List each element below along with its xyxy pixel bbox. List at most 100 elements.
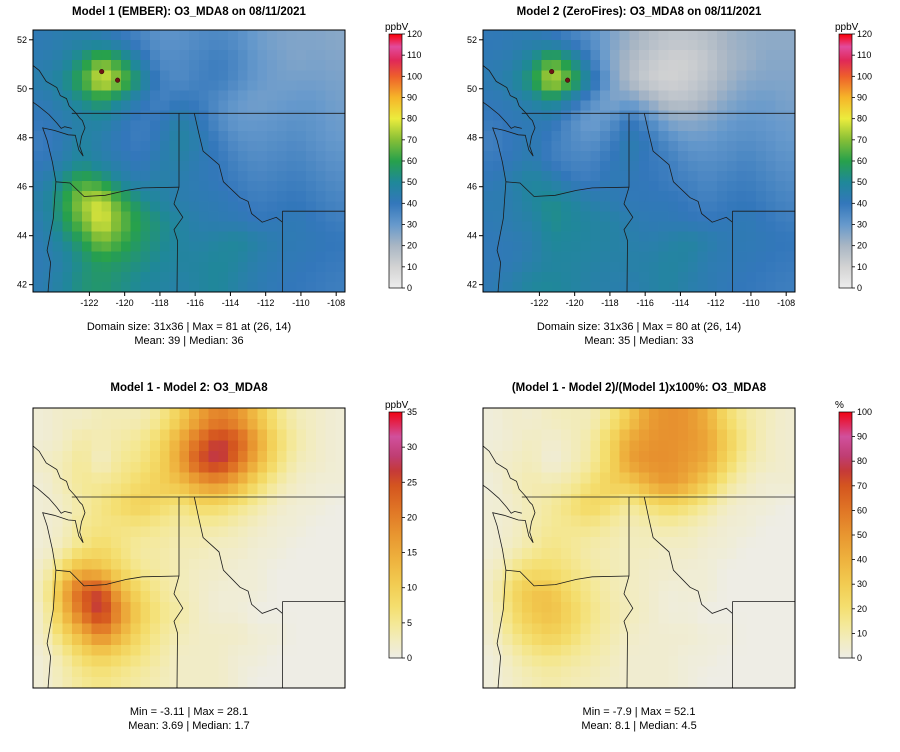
svg-text:ppbV: ppbV [385,22,409,33]
svg-text:52: 52 [17,35,27,45]
panel4-title: (Model 1 - Model 2)/(Model 1)x100%: O3_M… [511,382,767,394]
panel-percent-difference: (Model 1 - Model 2)/(Model 1)x100%: O3_M… [450,376,900,752]
svg-text:40: 40 [857,555,867,565]
svg-text:0: 0 [407,653,412,663]
svg-text:40: 40 [857,198,867,208]
svg-text:-112: -112 [707,298,724,308]
svg-text:48: 48 [17,133,27,143]
svg-text:10: 10 [857,262,867,272]
model2-map-plot: -122 -120 -118 -116 -114 -112 -110 -108 42 44 46 48… [467,22,872,308]
svg-text:110: 110 [407,50,421,60]
svg-text:-116: -116 [636,298,653,308]
svg-text:120: 120 [407,29,422,39]
svg-text:70: 70 [407,135,417,145]
panel3-stats: Min = -3.11 | Max = 28.1 Mean: 3.69 | Me… [0,705,378,734]
svg-text:10: 10 [407,262,417,272]
svg-text:80: 80 [857,456,867,466]
svg-text:46: 46 [17,182,27,192]
svg-text:100: 100 [407,71,422,81]
panel-model-difference: Model 1 - Model 2: O3_MDA8 0 5 10 15 20 25 30 3… [0,376,450,752]
svg-text:30: 30 [407,220,417,230]
svg-text:50: 50 [857,530,867,540]
svg-text:50: 50 [17,84,27,94]
svg-text:0: 0 [407,283,412,293]
panel2-stats: Domain size: 31x36 | Max = 80 at (26, 14… [450,320,828,349]
svg-text:120: 120 [857,29,872,39]
panel1-stats: Domain size: 31x36 | Max = 81 at (26, 14… [0,320,378,349]
svg-text:-112: -112 [257,298,274,308]
panel3-title: Model 1 - Model 2: O3_MDA8 [110,382,268,394]
svg-text:30: 30 [857,579,867,589]
model1-map-plot: -122 -120 -118 -116 -114 -112 -110 -108 42 44 46 48… [17,22,422,308]
svg-text:0: 0 [857,653,862,663]
svg-text:ppbV: ppbV [835,22,859,33]
panel4-stats-line1: Min = -7.9 | Max = 52.1 [582,706,696,718]
svg-text:70: 70 [857,481,867,491]
svg-text:-110: -110 [742,298,759,308]
panel4-stats: Min = -7.9 | Max = 52.1 Mean: 8.1 | Medi… [450,705,828,734]
svg-text:ppbV: ppbV [385,400,409,411]
svg-text:15: 15 [407,548,417,558]
panel2-stats-line1: Domain size: 31x36 | Max = 80 at (26, 14… [536,321,742,333]
svg-text:-114: -114 [222,298,239,308]
panel1-stats-line1: Domain size: 31x36 | Max = 81 at (26, 14… [86,321,292,333]
svg-text:-120: -120 [116,298,134,308]
svg-text:40: 40 [407,198,417,208]
svg-text:20: 20 [857,241,867,251]
svg-text:30: 30 [407,442,417,452]
svg-text:-110: -110 [292,298,309,308]
svg-text:80: 80 [407,114,417,124]
panel2-title: Model 2 (ZeroFires): O3_MDA8 on 08/11/20… [516,6,762,18]
panel3-stats-line1: Min = -3.11 | Max = 28.1 [129,706,249,718]
svg-text:50: 50 [857,177,867,187]
svg-text:20: 20 [407,512,417,522]
svg-text:50: 50 [467,84,477,94]
svg-text:10: 10 [857,628,867,638]
panel1-title: Model 1 (EMBER): O3_MDA8 on 08/11/2021 [72,6,306,18]
svg-text:20: 20 [857,604,867,614]
svg-text:42: 42 [17,280,27,290]
svg-text:60: 60 [407,156,417,166]
svg-text:90: 90 [857,432,867,442]
svg-text:110: 110 [857,50,871,60]
panel1-stats-line2: Mean: 39 | Median: 36 [134,335,244,348]
panel3-stats-line2: Mean: 3.69 | Median: 1.7 [128,720,250,733]
svg-text:50: 50 [407,177,417,187]
svg-text:60: 60 [857,156,867,166]
svg-text:100: 100 [857,71,872,81]
svg-text:46: 46 [467,182,477,192]
svg-text:90: 90 [857,93,867,103]
svg-text:44: 44 [17,231,27,241]
panel2-stats-line2: Mean: 35 | Median: 33 [584,335,694,348]
svg-text:100: 100 [857,407,872,417]
svg-text:90: 90 [407,93,417,103]
svg-text:-122: -122 [80,298,98,308]
svg-text:80: 80 [857,114,867,124]
svg-text:10: 10 [407,583,417,593]
svg-text:0: 0 [857,283,862,293]
svg-text:60: 60 [857,505,867,515]
percent-difference-map-plot: 0 10 20 30 40 50 60 70 80 90 100% [482,400,872,689]
svg-text:%: % [835,400,844,411]
panel-model2-zerofires: Model 2 (ZeroFires): O3_MDA8 on 08/11/20… [450,0,900,376]
svg-text:70: 70 [857,135,867,145]
panel4-stats-line2: Mean: 8.1 | Median: 4.5 [581,720,697,733]
svg-text:52: 52 [467,35,477,45]
svg-text:-116: -116 [186,298,203,308]
svg-text:48: 48 [467,133,477,143]
svg-text:30: 30 [857,220,867,230]
svg-text:-122: -122 [530,298,548,308]
svg-text:-120: -120 [566,298,584,308]
svg-text:-114: -114 [672,298,689,308]
svg-text:20: 20 [407,241,417,251]
svg-text:42: 42 [467,280,477,290]
svg-text:-108: -108 [777,298,795,308]
svg-text:-108: -108 [327,298,345,308]
svg-text:-118: -118 [601,298,618,308]
svg-text:44: 44 [467,231,477,241]
svg-text:35: 35 [407,407,417,417]
panel-model1-ember: Model 1 (EMBER): O3_MDA8 on 08/11/2021 -… [0,0,450,376]
svg-text:25: 25 [407,477,417,487]
